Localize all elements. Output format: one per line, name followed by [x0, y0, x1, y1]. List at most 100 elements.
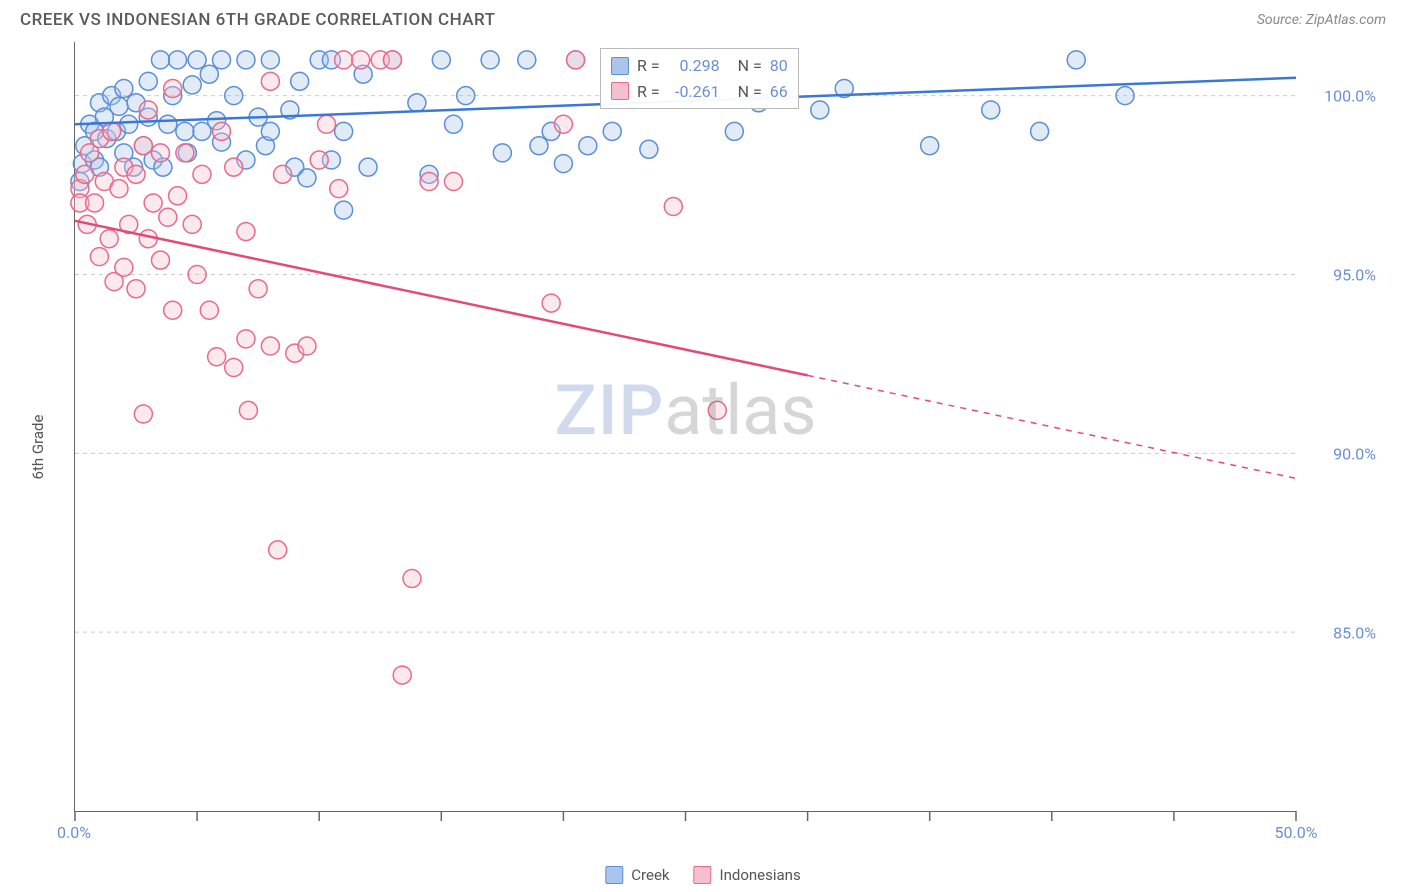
stat-r-label: R = [637, 79, 660, 105]
data-point [115, 79, 133, 97]
data-point [493, 144, 511, 162]
data-point [383, 51, 401, 69]
data-point [274, 165, 292, 183]
legend-item: Indonesians [694, 866, 801, 884]
data-point [100, 230, 118, 248]
data-point [151, 251, 169, 269]
data-point [310, 151, 328, 169]
data-point [261, 72, 279, 90]
data-point [420, 172, 438, 190]
data-point [134, 137, 152, 155]
data-point [139, 72, 157, 90]
data-point [151, 51, 169, 69]
data-point [134, 405, 152, 423]
x-tick-label: 0.0% [57, 823, 91, 842]
data-point [76, 165, 94, 183]
data-point [352, 51, 370, 69]
y-tick-label: 90.0% [1333, 444, 1376, 463]
data-point [982, 101, 1000, 119]
data-point [298, 169, 316, 187]
data-point [90, 248, 108, 266]
source-attribution: Source: ZipAtlas.com [1257, 12, 1386, 28]
data-point [200, 65, 218, 83]
stats-row: R = 0.298 N = 80 [611, 53, 788, 79]
data-point [359, 158, 377, 176]
data-point [481, 51, 499, 69]
stat-n-value: 66 [770, 79, 788, 105]
stat-n-value: 80 [770, 53, 788, 79]
correlation-stats-box: R = 0.298 N = 80 R = -0.261 N = 66 [600, 48, 799, 109]
y-axis-title: 6th Grade [29, 415, 47, 480]
data-point [139, 101, 157, 119]
data-point [159, 115, 177, 133]
data-point [103, 122, 121, 140]
data-point [318, 115, 336, 133]
data-point [725, 122, 743, 140]
data-point [530, 137, 548, 155]
scatter-plot-svg [75, 42, 1296, 811]
data-point [193, 165, 211, 183]
data-point [542, 294, 560, 312]
series-swatch [611, 57, 629, 75]
legend-swatch [694, 866, 712, 884]
data-point [579, 137, 597, 155]
trend-line-extrapolated [808, 375, 1296, 478]
x-tick-label: 50.0% [1275, 823, 1318, 842]
data-point [249, 280, 267, 298]
data-point [664, 198, 682, 216]
data-point [169, 51, 187, 69]
data-point [554, 155, 572, 173]
x-axis-labels: 0.0%50.0% [74, 816, 1296, 852]
data-point [330, 180, 348, 198]
data-point [164, 301, 182, 319]
data-point [237, 51, 255, 69]
data-point [127, 280, 145, 298]
plot-area: ZIPatlas R =0.298N =80R =-0.261N =66 [74, 42, 1296, 812]
data-point [335, 122, 353, 140]
data-point [603, 122, 621, 140]
data-point [225, 358, 243, 376]
data-point [640, 140, 658, 158]
data-point [164, 79, 182, 97]
stat-r-value: 0.298 [668, 53, 720, 79]
data-point [567, 51, 585, 69]
data-point [445, 172, 463, 190]
data-point [335, 201, 353, 219]
stats-row: R = -0.261 N = 66 [611, 79, 788, 105]
data-point [393, 666, 411, 684]
stat-r-value: -0.261 [668, 79, 720, 105]
data-point [86, 194, 104, 212]
data-point [169, 187, 187, 205]
data-point [403, 570, 421, 588]
data-point [176, 144, 194, 162]
data-point [120, 115, 138, 133]
data-point [213, 51, 231, 69]
data-point [115, 258, 133, 276]
data-point [298, 337, 316, 355]
data-point [110, 180, 128, 198]
data-point [183, 76, 201, 94]
data-point [269, 541, 287, 559]
data-point [127, 165, 145, 183]
data-point [921, 137, 939, 155]
y-axis-labels: 85.0%90.0%95.0%100.0% [1301, 42, 1396, 812]
data-point [1067, 51, 1085, 69]
stat-r-label: R = [637, 53, 660, 79]
stat-n-label: N = [738, 79, 762, 105]
data-point [188, 265, 206, 283]
data-point [151, 144, 169, 162]
data-point [176, 122, 194, 140]
chart-container: 6th Grade ZIPatlas R =0.298N =80R =-0.26… [48, 42, 1396, 852]
data-point [457, 87, 475, 105]
chart-header: CREEK VS INDONESIAN 6TH GRADE CORRELATIO… [0, 0, 1406, 36]
stat-n-label: N = [738, 53, 762, 79]
data-point [554, 115, 572, 133]
legend-swatch [605, 866, 623, 884]
data-point [261, 122, 279, 140]
data-point [188, 51, 206, 69]
data-point [432, 51, 450, 69]
series-swatch [611, 82, 629, 100]
data-point [200, 301, 218, 319]
data-point [225, 158, 243, 176]
data-point [1116, 87, 1134, 105]
